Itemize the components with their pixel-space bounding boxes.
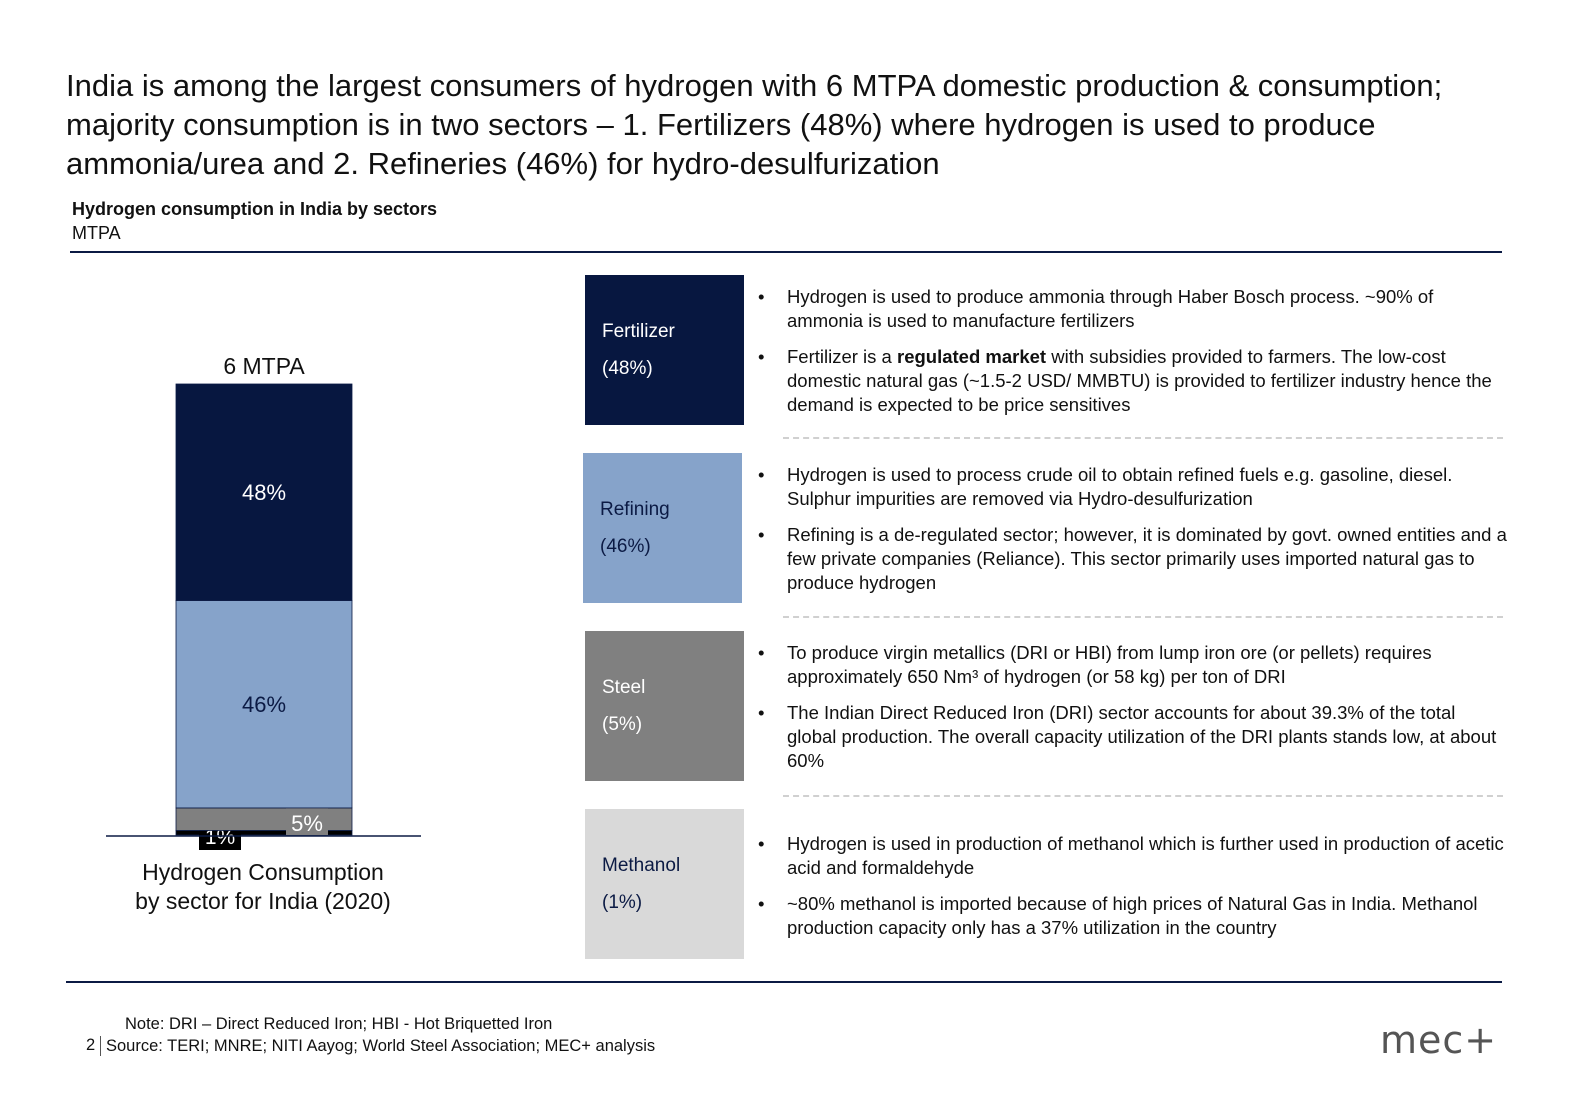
bullet-text-bold: regulated market (897, 346, 1047, 367)
bullet-item: • To produce virgin metallics (DRI or HB… (758, 641, 1508, 689)
sector-bullets-steel: • To produce virgin metallics (DRI or HB… (758, 641, 1508, 785)
bullet-dot: • (758, 833, 765, 854)
sector-divider (783, 795, 1503, 797)
bar-segment-fertilizer (175, 383, 353, 601)
sector-bullets-methanol: • Hydrogen is used in production of meth… (758, 832, 1508, 952)
sector-divider (783, 616, 1503, 618)
page-number-separator (100, 1036, 101, 1056)
sector-box-steel: Steel (5%) (585, 631, 744, 781)
brand-logo: mec+ (1380, 1018, 1498, 1062)
stacked-bar-chart: 6 MTPA 1% 5% 46% 48% (106, 353, 421, 850)
bullet-item: • Fertilizer is a regulated market with … (758, 345, 1508, 417)
bullet-item: • ~80% methanol is imported because of h… (758, 892, 1508, 940)
sector-name: Fertilizer (602, 321, 675, 342)
sector-name: Refining (600, 499, 670, 520)
bullet-text: Hydrogen is used to produce ammonia thro… (787, 286, 1434, 331)
sector-share: (5%) (602, 714, 643, 735)
bullet-dot: • (758, 642, 765, 663)
bottom-divider (66, 981, 1502, 983)
sector-name: Steel (602, 677, 646, 698)
sector-share: (48%) (602, 358, 653, 379)
bullet-dot: • (758, 286, 765, 307)
sector-divider (783, 437, 1503, 439)
page-number: 2 (86, 1036, 96, 1054)
bullet-item: • Hydrogen is used to produce ammonia th… (758, 285, 1508, 333)
bar-total-label: 6 MTPA (223, 353, 305, 379)
chart-caption: Hydrogen Consumption by sector for India… (100, 858, 426, 916)
sector-box-fertilizer: Fertilizer (48%) (585, 275, 744, 425)
bullet-text: ~80% methanol is imported because of hig… (787, 893, 1478, 938)
bullet-text: Hydrogen is used to process crude oil to… (787, 464, 1453, 509)
bullet-dot: • (758, 524, 765, 545)
source-note: Source: TERI; MNRE; NITI Aayog; World St… (106, 1037, 656, 1055)
bullet-text: Fertilizer is a (787, 346, 897, 367)
chart-caption-line-1: Hydrogen Consumption (142, 859, 384, 885)
sector-box-refining: Refining (46%) (583, 453, 742, 603)
bar-label-refining: 46% (242, 692, 286, 717)
bullet-item: • Refining is a de-regulated sector; how… (758, 523, 1508, 595)
bullet-dot: • (758, 346, 765, 367)
footnote: Note: DRI – Direct Reduced Iron; HBI - H… (125, 1015, 553, 1033)
bullet-text: The Indian Direct Reduced Iron (DRI) sec… (787, 702, 1497, 771)
bullet-text-tail: with subsidies provided to farmers. The … (787, 346, 1492, 415)
sector-name: Methanol (602, 855, 681, 876)
bullet-item: • Hydrogen is used in production of meth… (758, 832, 1508, 880)
sector-share: (1%) (602, 892, 643, 913)
sector-box-methanol: Methanol (1%) (585, 809, 744, 959)
bullet-item: • The Indian Direct Reduced Iron (DRI) s… (758, 701, 1508, 773)
bullet-dot: • (758, 702, 765, 723)
bar-label-bg-steel (286, 808, 328, 835)
page-title: India is among the largest consumers of … (66, 68, 1443, 181)
chart-caption-line-2: by sector for India (2020) (135, 888, 391, 914)
bar-label-steel: 5% (291, 811, 323, 836)
bullet-text: To produce virgin metallics (DRI or HBI)… (787, 642, 1432, 687)
bullet-text: Hydrogen is used in production of methan… (787, 833, 1504, 878)
sector-bullets-fertilizer: • Hydrogen is used to produce ammonia th… (758, 285, 1508, 429)
sector-share: (46%) (600, 536, 651, 557)
bullet-text: Refining is a de-regulated sector; howev… (787, 524, 1507, 593)
chart-title: Hydrogen consumption in India by sectors (72, 199, 438, 219)
sector-bullets-refining: • Hydrogen is used to process crude oil … (758, 463, 1508, 607)
chart-unit: MTPA (72, 223, 121, 243)
bar-label-fertilizer: 48% (242, 480, 286, 505)
top-divider (70, 251, 1502, 253)
bar-label-methanol: 1% (205, 826, 235, 849)
bullet-dot: • (758, 464, 765, 485)
bullet-dot: • (758, 893, 765, 914)
bullet-item: • Hydrogen is used to process crude oil … (758, 463, 1508, 511)
